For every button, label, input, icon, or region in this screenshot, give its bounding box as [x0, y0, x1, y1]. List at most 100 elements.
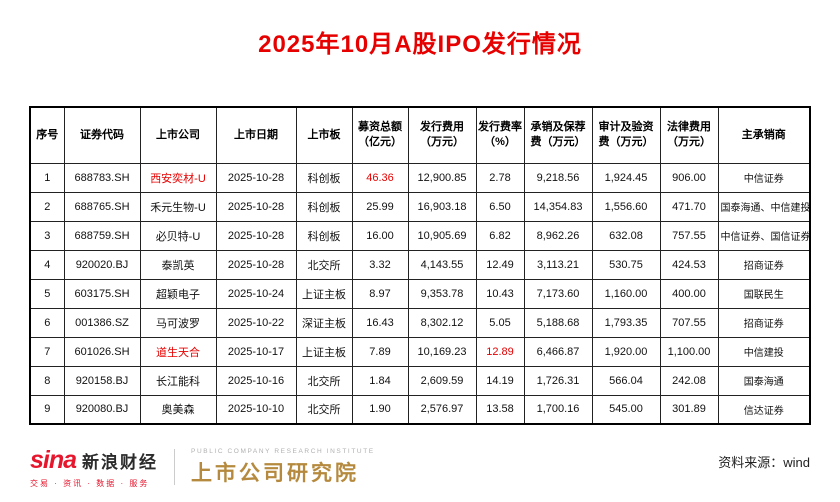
table-row: 6 001386.SZ 马可波罗 2025-10-22 深证主板 16.43 8,302.1… — [29, 307, 811, 338]
table-cell: 601026.SH — [63, 336, 141, 367]
table-cell: 2,576.97 — [407, 394, 477, 425]
table-row: 2 688765.SH 禾元生物-U 2025-10-28 科创板 25.99 16,903… — [29, 191, 811, 222]
table-cell: 国泰海通 — [717, 365, 811, 396]
table-cell: 超颖电子 — [139, 278, 217, 309]
table-cell: 12,900.85 — [407, 162, 477, 193]
column-header: 上市日期 — [215, 106, 297, 164]
table-cell: 5 — [29, 278, 65, 309]
table-cell: 14,354.83 — [523, 191, 593, 222]
footer: sina 新浪财经 交易 · 资讯 · 数据 · 服务 PUBLIC COMPA… — [30, 440, 810, 494]
table-cell: 001386.SZ — [63, 307, 141, 338]
table-cell: 16.43 — [351, 307, 409, 338]
table-cell: 301.89 — [659, 394, 719, 425]
table-body: 1 688783.SH 西安奕材-U 2025-10-28 科创板 46.36 12,900… — [29, 162, 811, 425]
table-row: 1 688783.SH 西安奕材-U 2025-10-28 科创板 46.36 12,900… — [29, 162, 811, 193]
column-header: 发行费率 （%） — [475, 106, 525, 164]
table-cell: 400.00 — [659, 278, 719, 309]
table-cell: 2025-10-22 — [215, 307, 297, 338]
table-cell: 招商证券 — [717, 249, 811, 280]
table-row: 9 920080.BJ 奥美森 2025-10-10 北交所 1.90 2,576.97 13… — [29, 394, 811, 425]
column-header: 主承销商 — [717, 106, 811, 164]
table-cell: 2025-10-28 — [215, 249, 297, 280]
table-cell: 10,905.69 — [407, 220, 477, 251]
table-cell: 9,218.56 — [523, 162, 593, 193]
table-cell: 信达证券 — [717, 394, 811, 425]
table-cell: 424.53 — [659, 249, 719, 280]
table-cell: 688765.SH — [63, 191, 141, 222]
table-cell: 1.84 — [351, 365, 409, 396]
institute-name-cn: 上市公司研究院 — [191, 461, 360, 485]
table-cell: 上证主板 — [295, 278, 353, 309]
table-cell: 906.00 — [659, 162, 719, 193]
table-cell: 6.82 — [475, 220, 525, 251]
page-title: 2025年10月A股IPO发行情况 — [258, 31, 582, 58]
column-header: 审计及验资 费（万元） — [591, 106, 661, 164]
table-cell: 8 — [29, 365, 65, 396]
table-cell: 1,793.35 — [591, 307, 661, 338]
table-cell: 1 — [29, 162, 65, 193]
column-header: 承销及保荐 费（万元） — [523, 106, 593, 164]
table-cell: 泰凯英 — [139, 249, 217, 280]
table-cell: 632.08 — [591, 220, 661, 251]
table-cell: 必贝特-U — [139, 220, 217, 251]
table-cell: 马可波罗 — [139, 307, 217, 338]
table-row: 4 920020.BJ 泰凯英 2025-10-28 北交所 3.32 4,143.55 12… — [29, 249, 811, 280]
table-cell: 46.36 — [351, 162, 409, 193]
table-cell: 13.58 — [475, 394, 525, 425]
table-cell: 3 — [29, 220, 65, 251]
table-cell: 禾元生物-U — [139, 191, 217, 222]
column-header: 序号 — [29, 106, 65, 164]
table-cell: 688759.SH — [63, 220, 141, 251]
table-cell: 1,700.16 — [523, 394, 593, 425]
table-cell: 中信证券、国信证券 — [717, 220, 811, 251]
table-cell: 上证主板 — [295, 336, 353, 367]
table-cell: 8.97 — [351, 278, 409, 309]
institute-name-en: PUBLIC COMPANY RESEARCH INSTITUTE — [191, 447, 375, 455]
table-row: 8 920158.BJ 长江能科 2025-10-16 北交所 1.84 2,609.59 1… — [29, 365, 811, 396]
table-cell: 920020.BJ — [63, 249, 141, 280]
table-cell: 长江能科 — [139, 365, 217, 396]
table-cell: 4 — [29, 249, 65, 280]
table-header-row: 序号 证券代码 上市公司 上市日期 上市板 募资总额 （亿元） 发行费用 （万元） 发行费率 … — [29, 106, 811, 164]
table-cell: 1,160.00 — [591, 278, 661, 309]
table-cell: 2.78 — [475, 162, 525, 193]
table-cell: 科创板 — [295, 191, 353, 222]
table-cell: 603175.SH — [63, 278, 141, 309]
table-row: 3 688759.SH 必贝特-U 2025-10-28 科创板 16.00 10,905.… — [29, 220, 811, 251]
table-cell: 中信证券 — [717, 162, 811, 193]
table-cell: 1,100.00 — [659, 336, 719, 367]
table-cell: 道生天合 — [139, 336, 217, 367]
table-cell: 707.55 — [659, 307, 719, 338]
table-cell: 545.00 — [591, 394, 661, 425]
table-cell: 招商证券 — [717, 307, 811, 338]
table-cell: 2,609.59 — [407, 365, 477, 396]
table-cell: 3,113.21 — [523, 249, 593, 280]
table-cell: 8,962.26 — [523, 220, 593, 251]
column-header: 募资总额 （亿元） — [351, 106, 409, 164]
table-cell: 25.99 — [351, 191, 409, 222]
column-header: 证券代码 — [63, 106, 141, 164]
table-cell: 2025-10-28 — [215, 191, 297, 222]
table-cell: 1,920.00 — [591, 336, 661, 367]
table-row: 7 601026.SH 道生天合 2025-10-17 上证主板 7.89 10,169.2… — [29, 336, 811, 367]
table-cell: 688783.SH — [63, 162, 141, 193]
footer-divider — [174, 449, 176, 485]
ipo-table-container: 序号 证券代码 上市公司 上市日期 上市板 募资总额 （亿元） 发行费用 （万元） 发行费率 … — [29, 106, 811, 425]
table-cell: 1,924.45 — [591, 162, 661, 193]
table-cell: 920080.BJ — [63, 394, 141, 425]
table-cell: 8,302.12 — [407, 307, 477, 338]
table-row: 5 603175.SH 超颖电子 2025-10-24 上证主板 8.97 9,353.78… — [29, 278, 811, 309]
table-cell: 9 — [29, 394, 65, 425]
table-cell: 2025-10-28 — [215, 220, 297, 251]
table-cell: 科创板 — [295, 162, 353, 193]
column-header: 发行费用 （万元） — [407, 106, 477, 164]
table-cell: 1.90 — [351, 394, 409, 425]
sina-tagline: 交易 · 资讯 · 数据 · 服务 — [30, 478, 150, 488]
table-cell: 16.00 — [351, 220, 409, 251]
table-cell: 5.05 — [475, 307, 525, 338]
ipo-table: 序号 证券代码 上市公司 上市日期 上市板 募资总额 （亿元） 发行费用 （万元） 发行费率 … — [29, 106, 811, 425]
table-cell: 10,169.23 — [407, 336, 477, 367]
table-cell: 471.70 — [659, 191, 719, 222]
data-source-label: 资料来源：wind — [718, 455, 810, 470]
table-cell: 3.32 — [351, 249, 409, 280]
